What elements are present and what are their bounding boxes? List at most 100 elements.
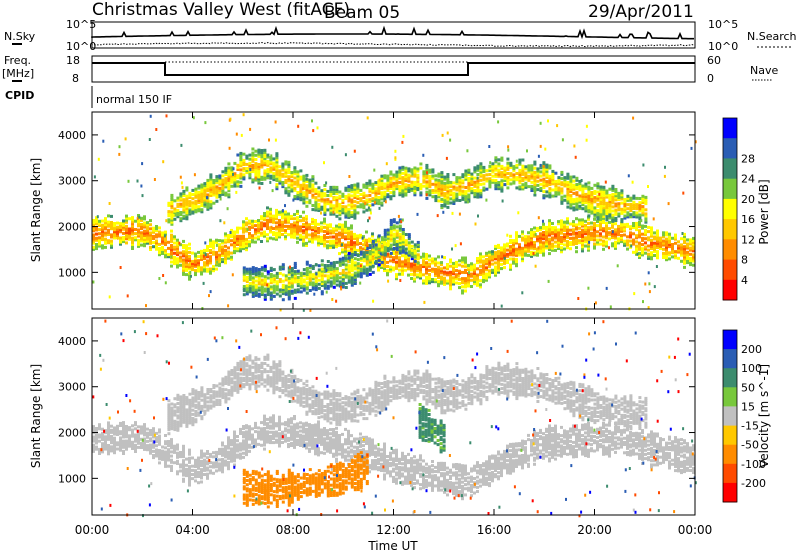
heatmap-cell [446, 273, 449, 277]
heatmap-cell [512, 179, 516, 183]
heatmap-cell [122, 427, 125, 431]
heatmap-cell [344, 231, 347, 235]
heatmap-cell [254, 164, 258, 168]
heatmap-cell [635, 203, 639, 207]
heatmap-cell [152, 454, 155, 457]
heatmap-cell [161, 457, 164, 461]
heatmap-cell [581, 186, 585, 190]
heatmap-cell [176, 202, 180, 206]
heatmap-cell [368, 179, 372, 183]
heatmap-cell [482, 259, 485, 263]
heatmap-cell [533, 177, 537, 181]
heatmap-cell [611, 234, 614, 237]
heatmap-cell [503, 176, 507, 180]
heatmap-cell [374, 238, 377, 242]
heatmap-cell [392, 218, 396, 222]
heatmap-cell [248, 225, 251, 229]
heatmap-cell [332, 277, 336, 281]
heatmap-cell [161, 241, 164, 245]
heatmap-cell [191, 264, 194, 267]
heatmap-cell [614, 246, 617, 250]
heatmap-cell [548, 180, 552, 184]
heatmap-cell [344, 229, 347, 233]
heatmap-cell [599, 195, 603, 199]
heatmap-cell [176, 257, 179, 261]
heatmap-cell [332, 265, 336, 269]
heatmap-cell [380, 197, 384, 201]
heatmap-cell [320, 225, 323, 229]
heatmap-cell [686, 244, 689, 248]
heatmap-cell [251, 236, 254, 240]
heatmap-cell [203, 194, 207, 198]
heatmap-cell [326, 198, 330, 202]
heatmap-cell [95, 220, 98, 224]
heatmap-cell [605, 191, 609, 195]
heatmap-cell [566, 193, 570, 197]
heatmap-cell [380, 240, 384, 244]
heatmap-cell [341, 273, 345, 277]
heatmap-cell [488, 173, 492, 176]
heatmap-cell [242, 268, 246, 272]
heatmap-cell [368, 246, 372, 250]
heatmap-cell [383, 232, 387, 236]
heatmap-cell [458, 282, 461, 285]
heatmap-cell [194, 202, 198, 205]
heatmap-cell [626, 222, 629, 226]
heatmap-cell [485, 251, 488, 255]
heatmap-cell [203, 200, 207, 204]
heatmap-cell [179, 219, 183, 223]
heatmap-cell [488, 166, 492, 170]
heatmap-cell [311, 193, 315, 197]
heatmap-cell [131, 440, 134, 444]
heatmap-cell [605, 228, 608, 232]
heatmap-cell [290, 269, 294, 273]
heatmap-cell [299, 278, 303, 281]
heatmap-cell [641, 211, 645, 215]
heatmap-cell [329, 235, 332, 239]
heatmap-cell [614, 216, 618, 220]
heatmap-cell [452, 199, 456, 203]
heatmap-cell [473, 278, 476, 282]
heatmap-cell [473, 176, 477, 180]
heatmap-cell [620, 207, 624, 211]
heatmap-cell [517, 211, 520, 215]
heatmap-cell [574, 155, 577, 159]
heatmap-cell [308, 188, 312, 192]
heatmap-cell [368, 256, 372, 260]
heatmap-cell [378, 206, 381, 210]
heatmap-cell [509, 165, 513, 169]
heatmap-cell [631, 180, 634, 184]
heatmap-cell [617, 224, 620, 228]
heatmap-cell [686, 252, 689, 256]
heatmap-cell [311, 175, 315, 179]
heatmap-cell [479, 172, 483, 176]
heatmap-cell [477, 214, 479, 218]
heatmap-cell [188, 210, 191, 213]
heatmap-cell [572, 200, 576, 204]
heatmap-cell [602, 214, 605, 218]
heatmap-cell [551, 194, 555, 198]
heatmap-cell [293, 278, 297, 282]
heatmap-cell [338, 190, 342, 194]
heatmap-cell [320, 189, 324, 193]
heatmap-cell [539, 174, 543, 178]
heatmap-cell [134, 445, 137, 449]
heatmap-cell [266, 159, 270, 163]
heatmap-cell [632, 232, 635, 236]
heatmap-cell [389, 255, 392, 259]
heatmap-cell [608, 237, 611, 241]
heatmap-cell [611, 230, 614, 234]
heatmap-cell [347, 243, 350, 247]
heatmap-cell [193, 173, 196, 177]
heatmap-cell [662, 256, 665, 259]
heatmap-cell [419, 255, 422, 259]
heatmap-cell [533, 232, 536, 236]
heatmap-cell [394, 156, 397, 160]
heatmap-cell [368, 193, 372, 197]
heatmap-cell [242, 167, 246, 171]
heatmap-cell [242, 278, 246, 282]
heatmap-cell [551, 228, 554, 232]
heatmap-cell [578, 218, 581, 222]
heatmap-cell [674, 254, 677, 258]
heatmap-cell [170, 444, 173, 448]
